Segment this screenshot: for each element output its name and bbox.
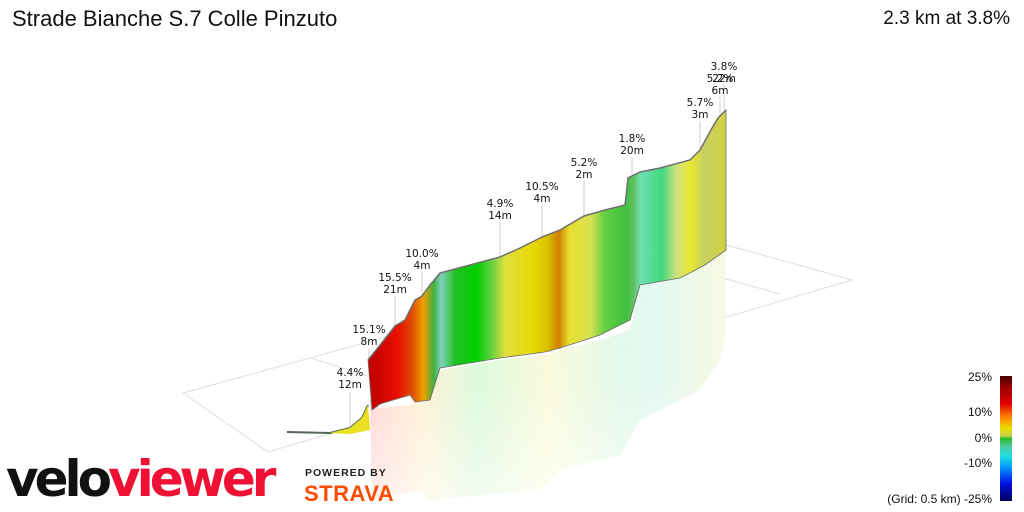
logo-viewer: viewer [108, 450, 276, 508]
annotation-length: 14m [488, 210, 512, 222]
annotations: 4.4% 12m 15.1% 8m 15.5% 21m 10.0% 4m 4.9… [337, 61, 738, 391]
gradient-colorbar [1000, 376, 1012, 501]
annotation-gradient: 1.8% [619, 133, 646, 145]
logo-velo: velo [6, 450, 112, 508]
legend-tick-0: 0% [974, 431, 992, 445]
annotation-gradient: 4.4% [337, 367, 364, 379]
legend-tick-minus10: -10% [963, 456, 992, 470]
veloviewer-logo[interactable]: veloviewer [6, 454, 276, 504]
annotation-length: 22m [712, 73, 736, 85]
segment-summary: 2.3 km at 3.8% [883, 8, 1010, 29]
annotation-length: 8m [361, 336, 378, 348]
annotation-gradient: 5.7% [687, 97, 714, 109]
annotation-gradient: 10.5% [525, 181, 558, 193]
annotation-gradient: 15.5% [378, 272, 411, 284]
annotation-gradient: 5.2% [571, 157, 598, 169]
strava-logo[interactable]: STRAVA [304, 481, 395, 506]
gradient-color-legend: 25% 10% 0% -10% (Grid: 0.5 km) -25% [887, 370, 1012, 506]
annotation-length: 20m [620, 145, 644, 157]
annotation-gradient: 5.2% [707, 73, 734, 85]
annotation-gradient: 15.1% [352, 324, 385, 336]
annotation-gradient: 10.0% [405, 248, 438, 260]
legend-tick-max: 25% [967, 370, 992, 384]
annotation-gradient: 4.9% [487, 198, 514, 210]
annotation-stems [349, 84, 725, 428]
profile-top-edge [367, 109, 727, 361]
annotation-gradient: 3.8% [711, 61, 738, 73]
legend-tick-min: (Grid: 0.5 km) -25% [887, 492, 992, 506]
legend-tick-10: 10% [967, 405, 992, 419]
annotation-length: 6m [712, 85, 729, 97]
annotation-length: 21m [383, 284, 407, 296]
annotation-length: 3m [692, 109, 709, 121]
segment-title: Strade Bianche S.7 Colle Pinzuto [12, 6, 338, 31]
annotation-length: 4m [534, 193, 551, 205]
annotation-length: 12m [338, 379, 362, 391]
powered-by-label: POWERED BY [305, 467, 387, 479]
annotation-length: 4m [414, 260, 431, 272]
annotation-length: 2m [576, 169, 593, 181]
